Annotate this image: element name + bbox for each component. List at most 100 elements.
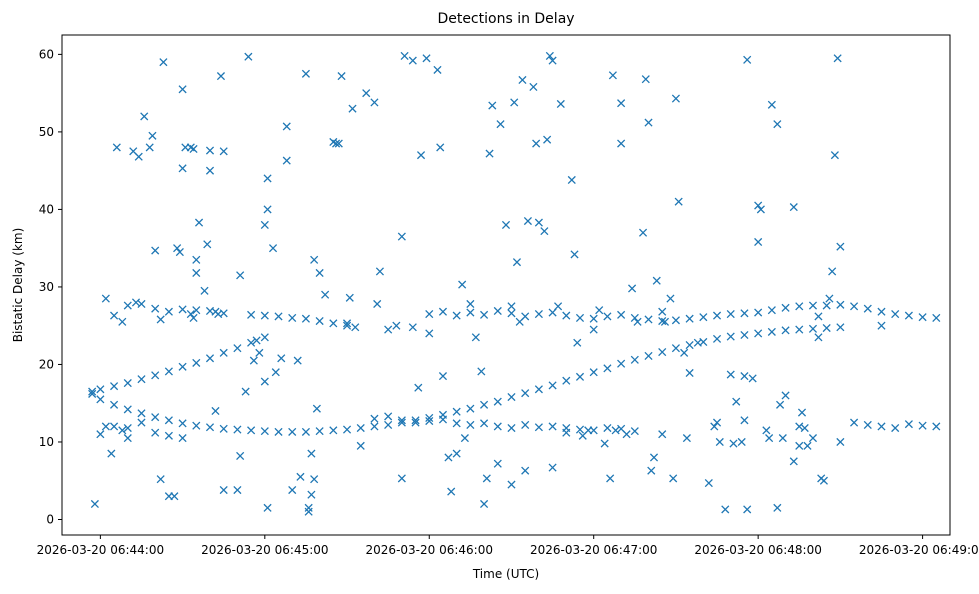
data-point (754, 237, 763, 247)
x-tick-label: 2026-03-20 06:45:00 (201, 543, 328, 557)
data-point (630, 313, 639, 323)
data-point (748, 374, 757, 383)
data-point (356, 441, 365, 450)
data-point (362, 89, 371, 98)
data-point (658, 430, 667, 439)
data-point (301, 314, 310, 323)
data-point (904, 420, 913, 429)
data-point (233, 344, 242, 353)
data-point (732, 397, 741, 406)
data-point (781, 391, 790, 400)
data-point (414, 383, 423, 392)
data-point (589, 325, 598, 334)
data-point (534, 423, 543, 432)
data-point (808, 324, 818, 333)
data-point (877, 307, 886, 316)
data-point (447, 487, 456, 496)
series-falling-track (88, 323, 845, 436)
series-rising-track (88, 333, 269, 396)
data-point (334, 139, 343, 148)
data-point (918, 421, 927, 430)
data-point (356, 423, 365, 433)
data-point (721, 505, 730, 514)
data-point (767, 327, 776, 336)
y-tick-label: 60 (39, 47, 54, 61)
data-point (685, 314, 694, 323)
data-point (192, 421, 201, 430)
data-point (384, 325, 393, 334)
data-point (740, 330, 749, 340)
data-point (370, 414, 379, 423)
data-point (151, 246, 160, 255)
data-point (877, 321, 886, 330)
data-point (134, 152, 143, 161)
data-point (671, 344, 680, 353)
data-point (918, 313, 927, 322)
x-axis-label: Time (UTC) (472, 567, 539, 581)
data-point (173, 244, 182, 253)
data-point (315, 268, 324, 278)
data-point (151, 304, 160, 313)
x-tick-label: 2026-03-20 06:47:00 (530, 543, 657, 557)
data-point (263, 503, 272, 512)
data-point (178, 419, 187, 428)
data-point (877, 422, 886, 431)
data-point (438, 307, 448, 316)
data-point (543, 135, 552, 144)
data-point (351, 323, 360, 332)
data-point (633, 317, 642, 326)
data-point (301, 69, 310, 78)
data-point (606, 474, 615, 483)
data-point (822, 323, 831, 333)
data-point (630, 355, 639, 364)
data-point (260, 311, 269, 320)
data-point (754, 201, 763, 210)
data-point (282, 156, 291, 165)
data-point (400, 51, 409, 60)
data-point (850, 418, 859, 427)
data-point (304, 503, 313, 512)
data-point (647, 466, 656, 475)
data-point (236, 271, 245, 280)
data-point (310, 255, 319, 264)
y-tick-label: 20 (39, 357, 54, 371)
y-tick-label: 30 (39, 280, 54, 294)
data-point (776, 400, 785, 409)
data-point (370, 422, 379, 431)
data-point (375, 267, 384, 276)
series-mid-band (110, 412, 941, 443)
data-point (510, 98, 519, 107)
data-point (789, 203, 798, 212)
data-point (260, 220, 269, 229)
data-point (96, 395, 105, 404)
data-point (863, 420, 872, 429)
data-point (247, 426, 256, 435)
data-point (863, 304, 872, 313)
x-tick-label: 2026-03-20 06:48:00 (694, 543, 821, 557)
data-point (767, 306, 776, 315)
data-point (148, 131, 157, 140)
data-point (164, 307, 173, 316)
data-point (554, 302, 563, 311)
data-point (825, 294, 834, 303)
data-point (795, 325, 804, 334)
data-point (205, 423, 215, 432)
data-point (425, 310, 434, 319)
data-point (411, 418, 420, 427)
data-point (477, 367, 486, 376)
data-point (589, 368, 598, 377)
data-point (433, 65, 442, 74)
data-point (512, 258, 522, 267)
data-point (765, 434, 774, 443)
data-point (101, 294, 110, 303)
data-point (575, 313, 585, 323)
data-point (342, 425, 352, 434)
y-tick-label: 10 (39, 435, 54, 449)
data-point (534, 310, 543, 319)
data-point (603, 423, 612, 433)
data-point (836, 300, 845, 309)
data-point (740, 372, 749, 381)
data-point (836, 437, 845, 447)
data-point (192, 358, 201, 367)
data-point (164, 431, 173, 440)
